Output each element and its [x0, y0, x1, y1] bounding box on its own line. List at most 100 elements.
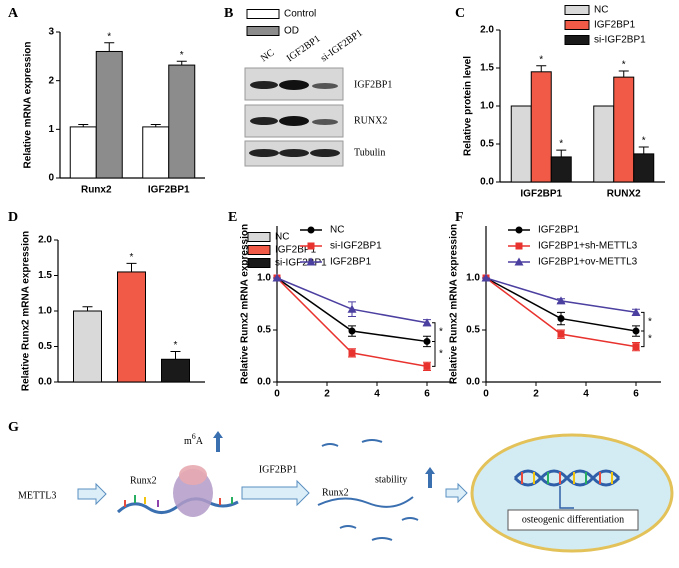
legend-label: Control: [284, 9, 316, 20]
bar: [117, 271, 146, 383]
x-tick-label: 4: [374, 389, 380, 400]
x-tick-label: RUNX2: [607, 189, 641, 200]
legend-swatch: [247, 232, 271, 242]
bar: [95, 50, 123, 179]
node-label: METTL3: [18, 490, 56, 501]
point: [632, 327, 640, 335]
arrow: [241, 479, 310, 507]
y-tick-label: 0.0: [257, 377, 271, 388]
y-tick-label: 0.0: [466, 377, 480, 388]
legend-label: OD: [284, 26, 299, 37]
significance: *: [180, 50, 184, 61]
significance: *: [539, 54, 543, 65]
legend-marker: [515, 226, 523, 234]
mrna-bases: [124, 495, 233, 507]
mod-sup: 6: [192, 432, 196, 441]
legend-swatch: [564, 5, 590, 15]
band: [279, 80, 309, 90]
significance: *: [107, 31, 111, 42]
arrow: [77, 482, 107, 506]
legend-swatch: [247, 258, 271, 268]
legend-label: si-IGF2BP1: [594, 35, 646, 46]
band: [250, 81, 278, 89]
band: [249, 149, 279, 157]
error-bar: [104, 42, 115, 52]
y-tick-label: 1.0: [466, 273, 480, 284]
x-tick-label: 6: [424, 389, 430, 400]
band: [312, 119, 338, 125]
point: [556, 296, 566, 305]
x-tick-label: 6: [633, 389, 639, 400]
bar: [69, 126, 97, 179]
node-label: stability: [375, 474, 407, 485]
fragments: [317, 439, 419, 541]
bar: [161, 358, 190, 383]
y-tick-label: 0.5: [466, 325, 480, 336]
significance: *: [439, 327, 443, 338]
error-bar: [618, 70, 629, 78]
bracket: [432, 340, 436, 367]
bracket: [641, 330, 645, 348]
y-tick-label: 1.0: [38, 306, 52, 317]
point: [272, 273, 282, 282]
point: [631, 307, 641, 316]
dna: [513, 469, 621, 509]
point: [422, 318, 432, 327]
band: [279, 116, 309, 126]
error-bar: [150, 123, 161, 127]
legend-label: si-IGF2BP1: [330, 241, 382, 252]
legend-swatch: [564, 20, 590, 30]
cell: [470, 433, 674, 553]
blot-row: Tubulin: [354, 147, 385, 158]
bar: [550, 156, 572, 183]
significance: *: [130, 252, 134, 263]
y-tick-label: 0.0: [480, 177, 494, 188]
bracket: [432, 322, 436, 342]
band: [310, 149, 340, 157]
legend-marker: [515, 242, 523, 250]
legend-label: IGF2BP1: [330, 257, 372, 268]
blot-image: [244, 67, 344, 167]
blot-column: si-IGF2BP1: [319, 28, 365, 65]
error-bar: [556, 149, 567, 157]
error-bar: [536, 65, 547, 72]
x-tick-label: Runx2: [81, 185, 112, 196]
error-bar: [170, 350, 181, 360]
error-bar: [78, 123, 89, 127]
bar: [142, 126, 170, 179]
legend-marker: [307, 242, 315, 250]
y-tick-label: 2: [48, 75, 54, 86]
significance: *: [648, 333, 652, 344]
y-tick-label: 1.5: [480, 63, 494, 74]
point: [347, 304, 357, 313]
x-tick-label: 4: [583, 389, 589, 400]
node-label: Runx2: [130, 475, 157, 486]
y-axis-label: Relative protein level: [463, 56, 474, 156]
significance: *: [642, 136, 646, 147]
mod-rest: A: [196, 436, 204, 447]
point: [348, 327, 356, 335]
panel-letter: G: [8, 420, 19, 435]
x-tick-label: IGF2BP1: [148, 185, 190, 196]
legend-marker: [306, 257, 316, 266]
significance: *: [648, 316, 652, 327]
panel-letter: B: [224, 6, 233, 21]
y-axis-label: Relative Runx2 mRNA expression: [240, 224, 251, 384]
legend-label: IGF2BP1+sh-METTL3: [538, 241, 638, 252]
up-arrow: [425, 467, 435, 488]
x-tick-label: 0: [274, 389, 280, 400]
bar: [530, 71, 552, 183]
mod-label: m6A: [184, 432, 204, 447]
y-axis-label: Relative Runx2 mRNA expression: [449, 224, 460, 384]
blot-column: NC: [259, 47, 277, 64]
up-arrow: [213, 431, 223, 452]
legend-marker: [307, 226, 315, 234]
panel-letter: C: [455, 6, 465, 21]
band: [312, 83, 338, 89]
significance: *: [439, 349, 443, 360]
legend-swatch: [247, 245, 271, 255]
legend-label: NC: [594, 5, 608, 16]
legend-swatch: [564, 35, 590, 45]
legend-label: IGF2BP1: [275, 245, 317, 256]
